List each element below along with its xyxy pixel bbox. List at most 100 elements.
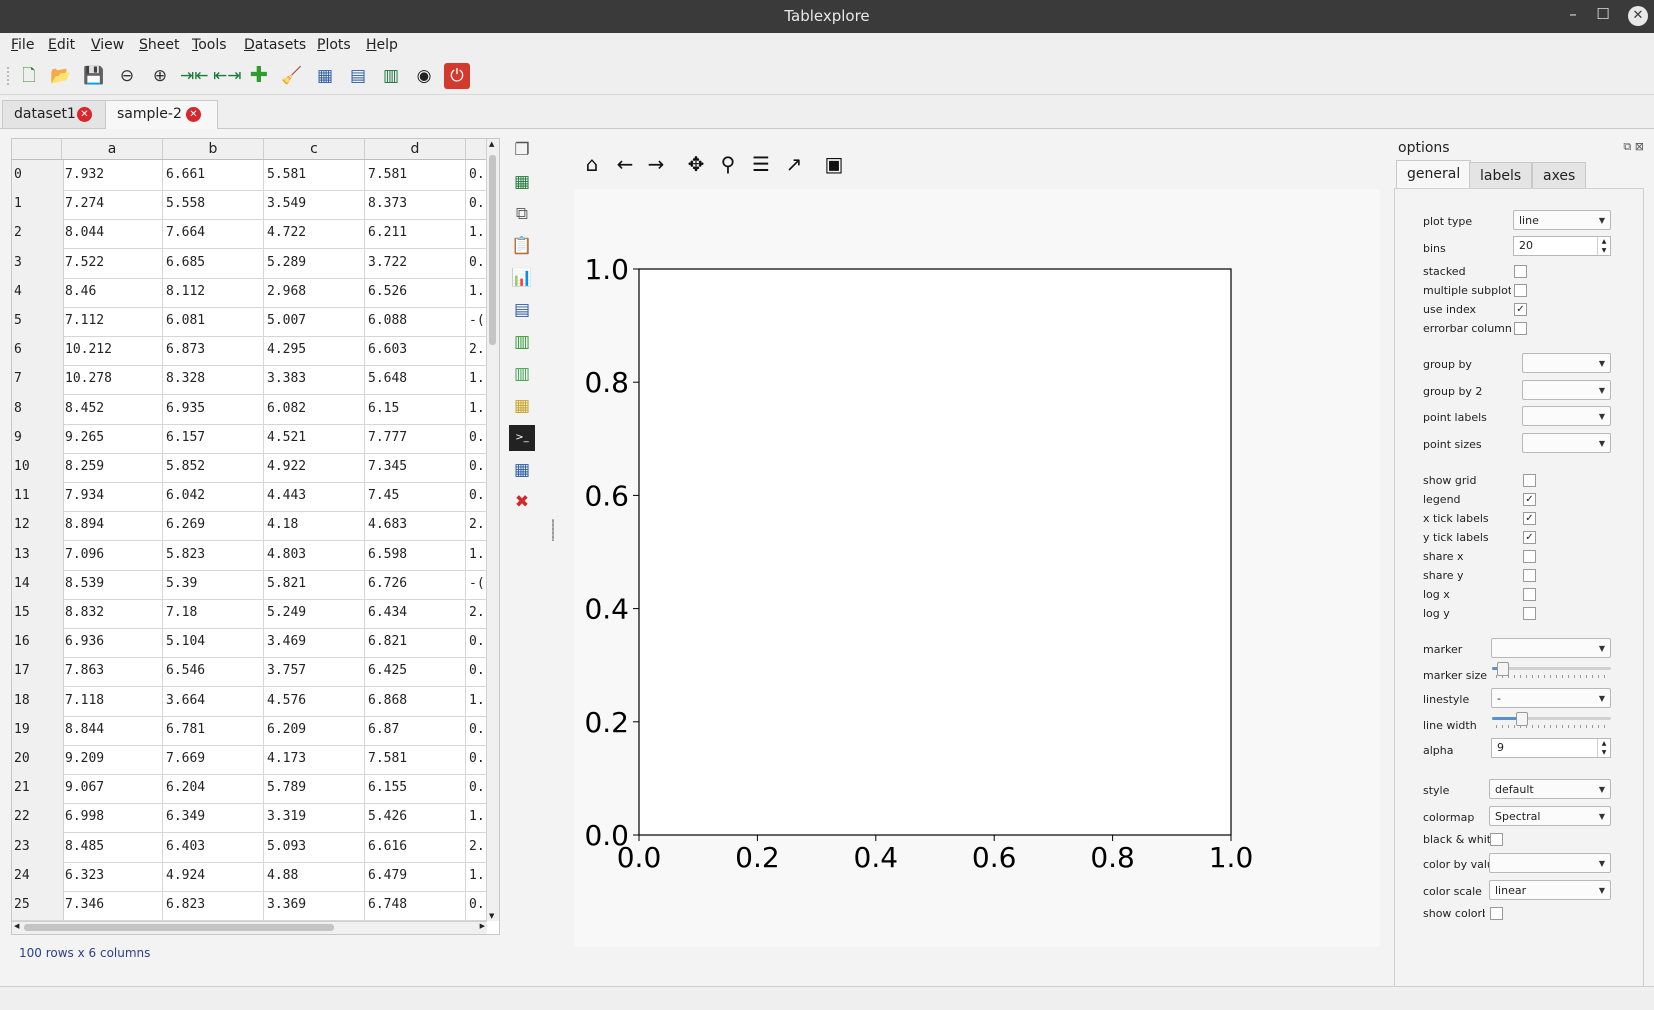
contract-columns-icon[interactable]: ⇥⇤ [180, 66, 209, 86]
table-row[interactable]: 17 7.863 6.546 3.757 6.425 0. [12, 656, 487, 688]
table-cell[interactable]: 3.549 [264, 189, 365, 220]
plot-type-select[interactable]: line ▼ [1513, 210, 1611, 230]
table-cell[interactable]: 7.777 [365, 422, 466, 453]
table-cell[interactable]: 9.209 [62, 744, 163, 774]
table-cell[interactable]: 8.328 [163, 364, 264, 395]
table-cell[interactable]: 5.852 [163, 452, 264, 482]
table-cell[interactable]: 6.526 [365, 276, 466, 307]
table-cell[interactable]: 1. [466, 218, 487, 249]
table-cell[interactable]: 6.936 [62, 627, 163, 658]
zoom-icon[interactable]: ⚲ [720, 152, 736, 176]
show-colorbar-checkbox[interactable] [1490, 907, 1503, 920]
table-cell[interactable]: 7.18 [163, 598, 264, 628]
colormap-select[interactable]: Spectral ▼ [1489, 806, 1611, 826]
table-row[interactable]: 5 7.112 6.081 5.007 6.088 -( [12, 306, 487, 337]
tab-sample-2[interactable]: sample-2 ✕ [105, 100, 218, 129]
table-row[interactable]: 18 7.118 3.664 4.576 6.868 1. [12, 685, 487, 717]
table-cell[interactable]: 0. [466, 481, 487, 512]
table-cell[interactable]: 3.757 [264, 656, 365, 687]
table-row[interactable]: 8 8.452 6.935 6.082 6.15 1. [12, 393, 487, 425]
pan-icon[interactable]: ✥ [687, 152, 705, 176]
table-cell[interactable]: 7.932 [62, 160, 163, 190]
scroll-left-icon[interactable]: ◀ [14, 922, 20, 930]
table-cell[interactable]: 6.042 [163, 481, 264, 512]
table-cell[interactable]: 7.863 [62, 656, 163, 687]
row-index[interactable]: 13 [12, 539, 64, 570]
log-y-checkbox[interactable] [1523, 607, 1536, 620]
x-tick-labels-checkbox[interactable]: ✓ [1523, 512, 1536, 525]
table-cell[interactable]: 1. [466, 276, 487, 307]
close-tab-icon[interactable]: ✕ [77, 107, 92, 122]
data-table[interactable]: a b c d 0 7.932 6.661 5.581 7.581 0. 1 7.274 5.5… [11, 138, 500, 935]
linestyle-select[interactable]: - ▼ [1491, 688, 1611, 708]
figure-canvas[interactable]: 0.0 0.2 0.4 0.6 0.8 1.0 0.0 0.2 0.4 0.6 0.8 1.0 [574, 189, 1380, 947]
table-cell[interactable]: 5.104 [163, 627, 264, 658]
table-row[interactable]: 16 6.936 5.104 3.469 6.821 0. [12, 627, 487, 659]
line-width-slider[interactable] [1492, 711, 1611, 728]
table-cell[interactable]: 8.373 [365, 189, 466, 220]
table-cell[interactable]: 5.558 [163, 189, 264, 220]
table-cell[interactable]: 3.383 [264, 364, 365, 395]
row-index[interactable]: 3 [12, 247, 64, 278]
table-cell[interactable]: 7.581 [365, 160, 466, 190]
table-cell[interactable]: 0. [466, 890, 487, 920]
table-cell[interactable]: 4.521 [264, 422, 365, 453]
table-row[interactable]: 22 6.998 6.349 3.319 5.426 1. [12, 802, 487, 834]
table-cell[interactable]: 6.935 [163, 393, 264, 424]
add-icon[interactable]: ✚ [249, 63, 269, 88]
table-cell[interactable]: 5.648 [365, 364, 466, 395]
table-cell[interactable]: 6.082 [264, 393, 365, 424]
quit-icon[interactable]: ⏻ [444, 63, 470, 89]
forward-icon[interactable]: → [647, 152, 665, 176]
table-cell[interactable]: 5.007 [264, 306, 365, 336]
table-cell[interactable]: 7.096 [62, 539, 163, 570]
table-cell[interactable]: 7.934 [62, 481, 163, 512]
table-cell[interactable]: 7.669 [163, 744, 264, 774]
table-cell[interactable]: 0. [466, 656, 487, 687]
table-cell[interactable]: 4.803 [264, 539, 365, 570]
scroll-up-icon[interactable]: ▲ [489, 140, 495, 148]
table-row[interactable]: 23 8.485 6.403 5.093 6.616 2. [12, 831, 487, 863]
preferences-icon[interactable]: ◉ [416, 66, 432, 86]
style-select[interactable]: default ▼ [1489, 779, 1611, 799]
zoom-in-icon[interactable]: ⊕ [152, 66, 168, 86]
row-index[interactable]: 7 [12, 364, 64, 395]
table-row[interactable]: 20 9.209 7.669 4.173 7.581 0. [12, 744, 487, 775]
menu-sheet[interactable]: Sheet [139, 37, 180, 53]
table-cell[interactable]: 9.265 [62, 422, 163, 453]
table-cell[interactable]: -( [466, 306, 487, 336]
splitter-handle[interactable] [552, 519, 554, 541]
table-cell[interactable]: 6.726 [365, 568, 466, 599]
table-cell[interactable]: 6.088 [365, 306, 466, 336]
row-index[interactable]: 16 [12, 627, 64, 658]
row-index[interactable]: 20 [12, 744, 64, 774]
merge-icon[interactable]: ▥ [513, 332, 531, 352]
clean-icon[interactable]: 🧹 [281, 66, 303, 86]
table-cell[interactable]: 8.452 [62, 393, 163, 424]
table-cell[interactable]: 7.522 [62, 247, 163, 278]
table-cell[interactable]: 1. [466, 860, 487, 891]
table-cell[interactable]: 4.576 [264, 685, 365, 716]
row-index[interactable]: 15 [12, 598, 64, 628]
table-cell[interactable]: 6.479 [365, 860, 466, 891]
transpose-icon[interactable]: ▤ [513, 300, 531, 320]
table-view-icon[interactable]: ▦ [513, 460, 531, 480]
menu-file[interactable]: File [11, 37, 35, 53]
row-index[interactable]: 1 [12, 189, 64, 220]
row-index[interactable]: 6 [12, 335, 64, 366]
table-cell[interactable]: 5.39 [163, 568, 264, 599]
tab-axes[interactable]: axes [1532, 162, 1587, 189]
legend-checkbox[interactable]: ✓ [1523, 493, 1536, 506]
table-cell[interactable]: 8.844 [62, 714, 163, 745]
scroll-down-icon[interactable]: ▼ [489, 912, 495, 920]
table-info-icon[interactable]: ▦ [316, 66, 334, 86]
table-cell[interactable]: 8.259 [62, 452, 163, 482]
row-index[interactable]: 11 [12, 481, 64, 512]
export-excel-icon[interactable]: ▦ [513, 172, 531, 192]
row-index[interactable]: 9 [12, 422, 64, 453]
table-cell[interactable]: 4.173 [264, 744, 365, 774]
column-header-a[interactable]: a [62, 139, 163, 159]
table-cell[interactable]: 7.45 [365, 481, 466, 512]
table-cell[interactable]: 2.968 [264, 276, 365, 307]
close-tab-icon[interactable]: ✕ [186, 107, 201, 122]
